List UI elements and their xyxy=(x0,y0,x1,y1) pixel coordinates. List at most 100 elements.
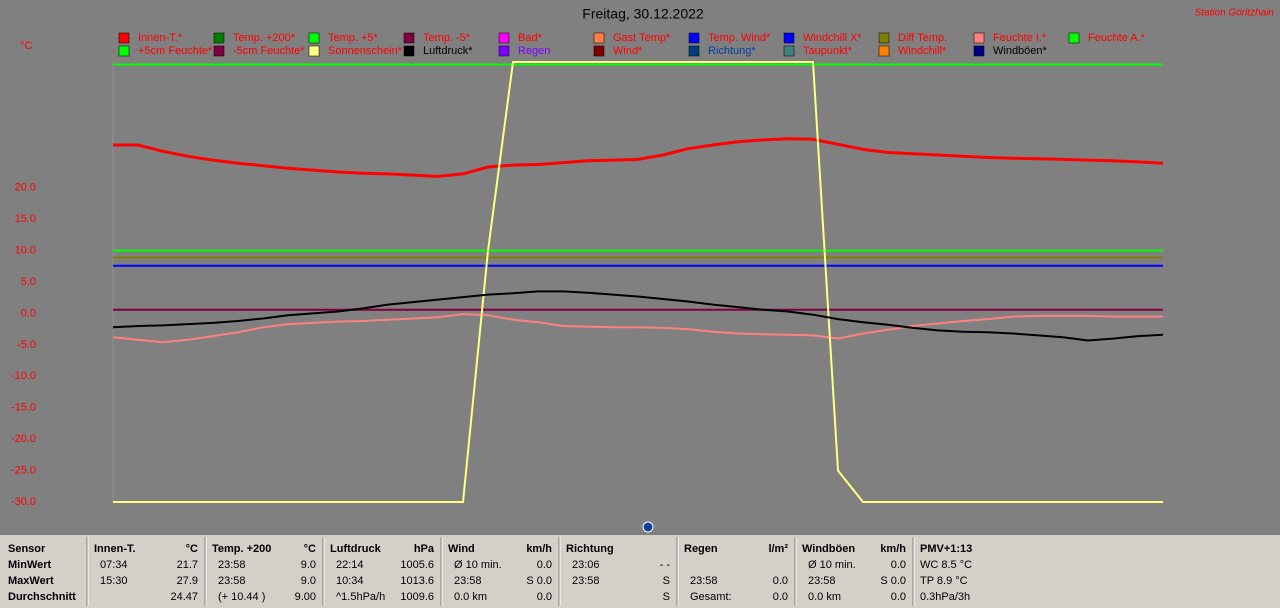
cell-left: Ø 10 min. xyxy=(454,559,502,571)
column-header: Temp. +200 xyxy=(212,543,271,555)
y-tick-label: -10.0 xyxy=(11,370,36,382)
cell-left: WC 8.5 °C xyxy=(920,559,972,571)
cell-right: 9.0 xyxy=(301,575,316,587)
legend-swatch xyxy=(593,32,605,44)
legend-label: Temp. +5* xyxy=(328,32,379,44)
cell-left: 23:58 xyxy=(572,575,600,587)
y-tick-label: 20.0 xyxy=(15,182,36,194)
column-unit: °C xyxy=(186,543,198,555)
legend-swatch xyxy=(403,32,415,44)
legend-swatch xyxy=(973,32,985,44)
legend-label: Luftdruck* xyxy=(423,45,473,57)
legend-swatch xyxy=(593,45,605,57)
y-tick-label: -20.0 xyxy=(11,433,36,445)
chart-bg xyxy=(0,0,1280,535)
column-header: Wind xyxy=(448,543,475,555)
legend-swatch xyxy=(783,32,795,44)
legend-label: Feuchte I.* xyxy=(993,32,1047,44)
legend-label: Richtung* xyxy=(708,45,756,57)
column-header: PMV+1:13 xyxy=(920,543,972,555)
legend-swatch xyxy=(118,45,130,57)
cell-left: ^1.5hPa/h xyxy=(336,591,385,603)
legend-swatch xyxy=(403,45,415,57)
legend-swatch xyxy=(498,45,510,57)
cell-right: S xyxy=(663,591,670,603)
legend-label: Windchill X* xyxy=(803,32,862,44)
legend-swatch xyxy=(1068,32,1080,44)
column-header: Luftdruck xyxy=(330,543,382,555)
legend-swatch xyxy=(213,45,225,57)
cell-right: 0.0 xyxy=(891,591,906,603)
legend-label: Taupunkt* xyxy=(803,45,853,57)
legend-label: Diff Temp. xyxy=(898,32,947,44)
cell-right: 9.0 xyxy=(301,559,316,571)
series-line xyxy=(112,313,1163,344)
icon xyxy=(642,521,654,533)
cell-right: 1005.6 xyxy=(400,559,434,571)
cell-left: (+ 10.44 ) xyxy=(218,591,265,603)
cell-left: 07:34 xyxy=(100,559,128,571)
row-label: MinWert xyxy=(8,559,52,571)
cell-right: 0.0 xyxy=(891,559,906,571)
legend-swatch xyxy=(878,45,890,57)
column-unit: l/m² xyxy=(768,543,788,555)
legend-label: Temp. Wind* xyxy=(708,32,771,44)
legend-label: Windchill* xyxy=(898,45,947,57)
cell-left: 15:30 xyxy=(100,575,128,587)
cell-right: 1013.6 xyxy=(400,575,434,587)
cell-left: 23:58 xyxy=(690,575,718,587)
legend-swatch xyxy=(308,45,320,57)
y-tick-label: 10.0 xyxy=(15,244,36,256)
cell-right: 0.0 xyxy=(537,559,552,571)
column-unit: °C xyxy=(304,543,316,555)
cell-right: S 0.0 xyxy=(880,575,906,587)
legend-label: -5cm Feuchte* xyxy=(233,45,305,57)
cell-left: 0.0 km xyxy=(808,591,841,603)
cell-right: 24.47 xyxy=(170,591,198,603)
cell-left: Ø 10 min. xyxy=(808,559,856,571)
legend-label: Bad* xyxy=(518,32,543,44)
legend-swatch xyxy=(688,32,700,44)
cell-left: Gesamt: xyxy=(690,591,732,603)
cell-left: 23:58 xyxy=(454,575,482,587)
series-line xyxy=(112,290,1164,342)
y-tick-label: -5.0 xyxy=(17,339,36,351)
legend-swatch xyxy=(213,32,225,44)
cell-left: 10:34 xyxy=(336,575,364,587)
row-label: Sensor xyxy=(8,543,46,555)
y-unit: °C xyxy=(20,40,32,52)
legend-swatch xyxy=(783,45,795,57)
cell-right: - - xyxy=(660,559,671,571)
legend-swatch xyxy=(878,32,890,44)
legend-label: Windböen* xyxy=(993,45,1048,57)
cell-right: 0.0 xyxy=(537,591,552,603)
y-tick-label: 15.0 xyxy=(15,213,36,225)
chart-title: Freitag, 30.12.2022 xyxy=(582,6,704,22)
cell-right: S 0.0 xyxy=(526,575,552,587)
cell-left: TP 8.9 °C xyxy=(920,575,968,587)
cell-left: 22:14 xyxy=(336,559,364,571)
y-tick-label: 0.0 xyxy=(21,307,36,319)
column-header: Richtung xyxy=(566,543,614,555)
station-name: Station Göritzhain xyxy=(1195,8,1275,19)
legend-swatch xyxy=(973,45,985,57)
legend-label: Regen xyxy=(518,45,550,57)
column-unit: hPa xyxy=(414,543,435,555)
y-tick-label: 5.0 xyxy=(21,276,36,288)
legend-label: Wind* xyxy=(613,45,643,57)
cell-left: 0.0 km xyxy=(454,591,487,603)
cell-right: 0.0 xyxy=(773,591,788,603)
legend-swatch xyxy=(118,32,130,44)
column-header: Regen xyxy=(684,543,718,555)
legend-label: Innen-T.* xyxy=(138,32,183,44)
row-label: MaxWert xyxy=(8,575,54,587)
legend-label: +5cm Feuchte* xyxy=(138,45,213,57)
legend-swatch xyxy=(308,32,320,44)
cell-right: 0.0 xyxy=(773,575,788,587)
y-tick-label: -15.0 xyxy=(11,402,36,414)
legend-label: Sonnenschein* xyxy=(328,45,403,57)
row-label: Durchschnitt xyxy=(8,591,76,603)
legend-label: Temp. +200* xyxy=(233,32,296,44)
y-tick-label: -25.0 xyxy=(11,464,36,476)
